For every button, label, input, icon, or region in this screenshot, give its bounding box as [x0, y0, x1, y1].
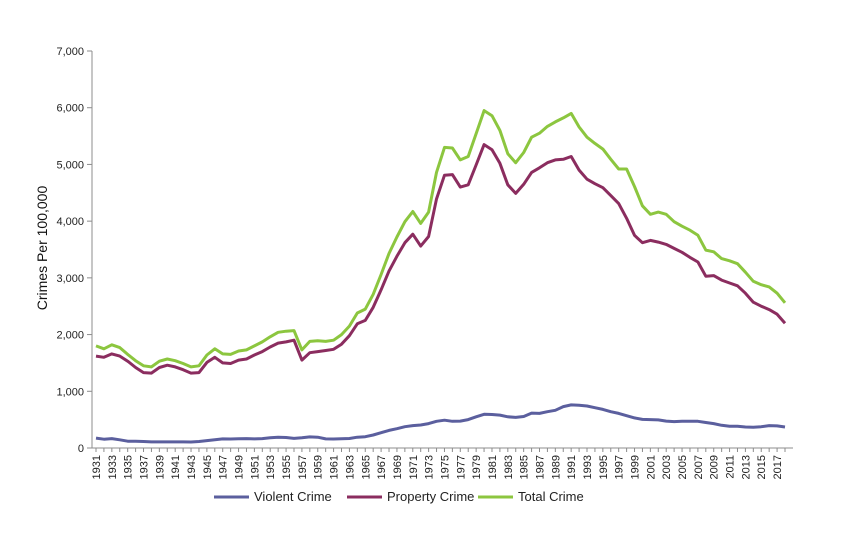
x-tick-label: 2013: [740, 455, 752, 479]
x-tick-label: 1989: [550, 455, 562, 479]
x-tick-label: 1947: [218, 455, 230, 479]
x-tick-label: 1935: [123, 455, 135, 479]
x-tick-label: 1985: [519, 455, 531, 479]
x-tick-label: 2001: [645, 455, 657, 479]
x-tick-label: 1971: [408, 455, 420, 479]
x-tick-label: 1981: [487, 455, 499, 479]
y-tick-label: 7,000: [56, 46, 84, 58]
x-tick-label: 1953: [265, 455, 277, 479]
x-tick-label: 2011: [725, 455, 737, 479]
x-tick-label: 1969: [392, 455, 404, 479]
y-tick-label: 2,000: [56, 330, 84, 342]
y-tick-label: 4,000: [56, 216, 84, 228]
x-tick-label: 1979: [471, 455, 483, 479]
x-axis-ticks: 1931 1933 1935 1937 1939 1941 1943 1945 1947 1949…: [91, 448, 786, 479]
x-tick-label: 1939: [154, 455, 166, 479]
legend-label-total-crime: Total Crime: [518, 489, 584, 504]
legend-label-property-crime: Property Crime: [387, 489, 474, 504]
x-tick-label: 1959: [313, 455, 325, 479]
x-tick-label: 1993: [582, 455, 594, 479]
x-tick-label: 1945: [202, 455, 214, 479]
x-tick-label: 1955: [281, 455, 293, 479]
y-tick-label: 1,000: [56, 386, 84, 398]
x-tick-label: 1999: [630, 455, 642, 479]
x-tick-label: 1933: [107, 455, 119, 479]
x-tick-label: 1941: [170, 455, 182, 479]
y-tick-label: 5,000: [56, 159, 84, 171]
x-tick-label: 1987: [534, 455, 546, 479]
x-tick-label: 2005: [677, 455, 689, 479]
x-tick-label: 2003: [661, 455, 673, 479]
y-axis-label: Crimes Per 100,000: [34, 186, 50, 311]
x-tick-label: 1931: [91, 455, 103, 479]
y-tick-label: 0: [78, 443, 84, 455]
x-tick-label: 1997: [614, 455, 626, 479]
x-tick-label: 1943: [186, 455, 198, 479]
x-tick-label: 2017: [772, 455, 784, 479]
y-tick-label: 6,000: [56, 103, 84, 115]
series-line-total-crime: [95, 109, 787, 369]
x-tick-label: 1975: [439, 455, 451, 479]
axes: [91, 51, 793, 449]
x-tick-label: 1995: [598, 455, 610, 479]
x-tick-label: 2009: [709, 455, 721, 479]
series-line-property-crime: [95, 143, 787, 375]
x-tick-label: 1937: [139, 455, 151, 479]
x-tick-label: 1977: [455, 455, 467, 479]
x-tick-label: 1991: [566, 455, 578, 479]
x-tick-label: 1965: [360, 455, 372, 479]
x-tick-label: 1973: [424, 455, 436, 479]
x-tick-label: 1951: [249, 455, 261, 479]
x-tick-label: 1949: [234, 455, 246, 479]
y-tick-label: 3,000: [56, 273, 84, 285]
legend: Violent Crime Property Crime Total Crime: [214, 489, 584, 504]
series-line-violent-crime: [95, 403, 786, 444]
y-axis-ticks: 0 1,000 2,000 3,000 4,000 5,000 6,000 7,000: [56, 46, 92, 455]
y-axis-title-group: Crimes Per 100,000: [34, 186, 50, 311]
x-tick-label: 1957: [297, 455, 309, 479]
x-tick-label: 2015: [756, 455, 768, 479]
x-tick-label: 2007: [693, 455, 705, 479]
x-tick-label: 1961: [329, 455, 341, 479]
x-tick-label: 1983: [503, 455, 515, 479]
x-tick-label: 1963: [344, 455, 356, 479]
legend-label-violent-crime: Violent Crime: [254, 489, 332, 504]
x-tick-label: 1967: [376, 455, 388, 479]
series-lines: [95, 109, 787, 444]
